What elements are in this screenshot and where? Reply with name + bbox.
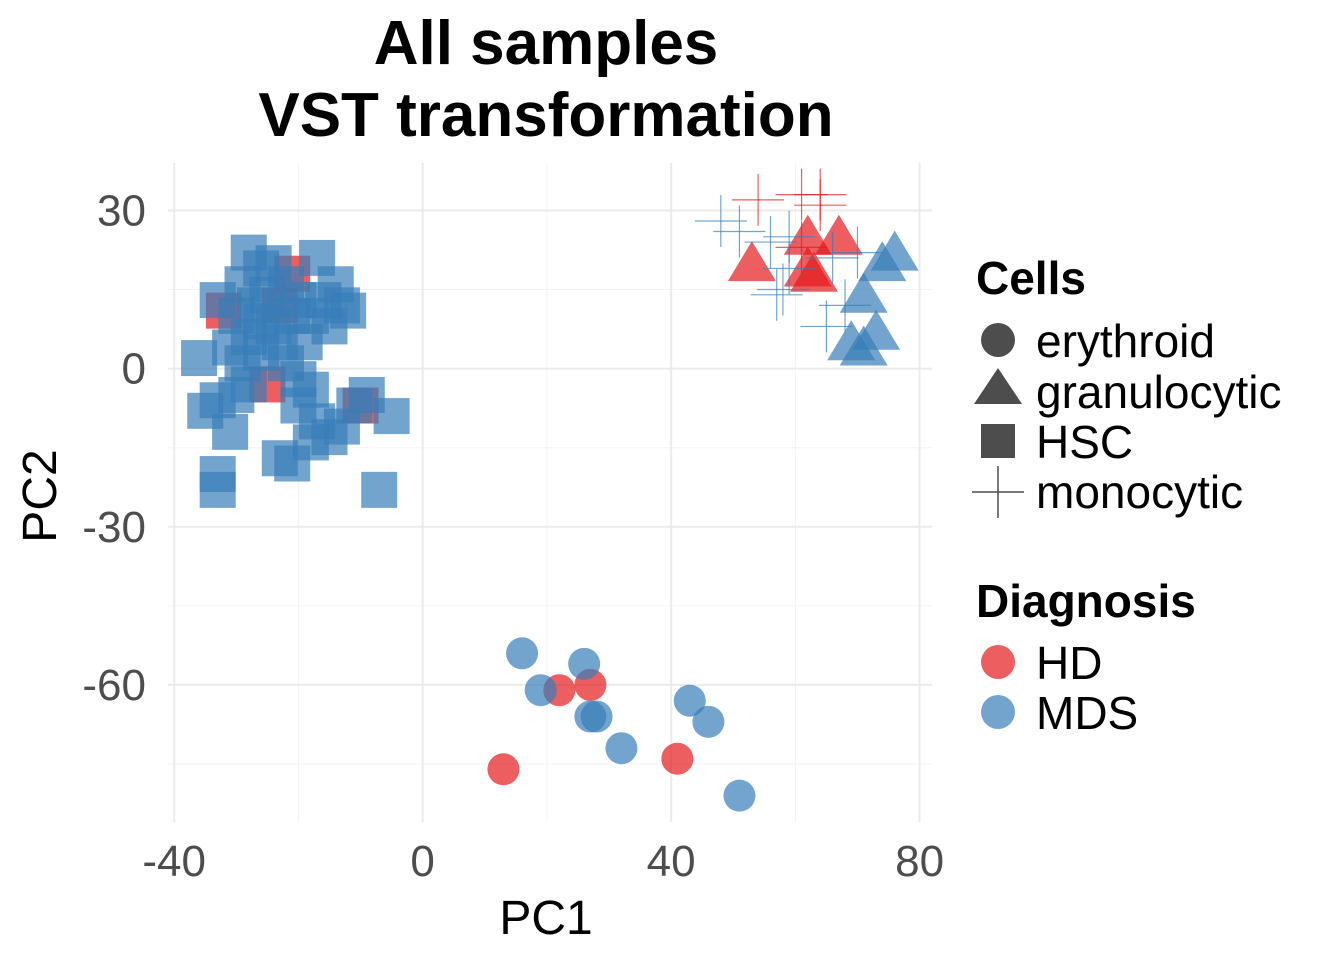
x-tick-label: 40 (647, 837, 696, 886)
y-tick-label: -60 (82, 661, 146, 710)
legend-label-granulocytic: granulocytic (1036, 366, 1281, 418)
legend-item-hd: HD (981, 637, 1102, 689)
data-point-monocytic-mds (819, 279, 872, 332)
data-point-erythroid-mds (506, 637, 539, 670)
data-point-erythroid-mds (673, 684, 706, 717)
data-point-hsc-mds (199, 471, 236, 508)
x-axis-ticks: -40 0 40 80 (142, 837, 944, 886)
data-point-monocytic-mds (806, 231, 859, 284)
data-points (181, 168, 919, 812)
data-point-granulocytic-hd (783, 214, 832, 255)
data-point-granulocytic-mds (839, 325, 888, 366)
x-axis-title: PC1 (499, 892, 592, 945)
y-axis-title: PC2 (14, 449, 67, 542)
legend-cells-title: Cells (976, 252, 1086, 304)
data-point-monocytic-mds (750, 268, 803, 321)
legend-label-hd: HD (1036, 637, 1102, 689)
data-point-erythroid-hd (487, 753, 520, 786)
data-point-granulocytic-hd (727, 241, 776, 282)
data-point-erythroid-hd (661, 742, 694, 775)
data-point-granulocytic-hd (814, 214, 863, 255)
legend-square-icon (981, 424, 1015, 458)
legend-plus-icon (972, 466, 1024, 518)
chart-title-line-1: All samples (374, 9, 719, 78)
data-point-monocytic-mds (831, 226, 884, 279)
data-point-monocytic-hd (775, 221, 828, 274)
legend-triangle-icon (974, 368, 1022, 404)
data-point-erythroid-mds (692, 705, 725, 738)
data-point-hsc-mds (255, 245, 292, 282)
legend-label-hsc: HSC (1036, 416, 1133, 468)
x-tick-label: 0 (410, 837, 434, 886)
y-tick-label: -30 (82, 503, 146, 552)
legend-item-mds: MDS (981, 687, 1138, 739)
data-point-monocytic-mds (756, 263, 809, 316)
chart-title: All samples VST transformation (258, 9, 833, 150)
legend-item-granulocytic: granulocytic (974, 366, 1281, 418)
y-tick-label: 30 (97, 186, 146, 235)
data-point-hsc-mds (280, 282, 317, 319)
legend: Cells erythroid granulocytic HSC monocyt… (972, 252, 1281, 739)
data-point-hsc-mds (361, 471, 398, 508)
legend-label-erythroid: erythroid (1036, 315, 1215, 367)
legend-circle-icon (981, 323, 1015, 357)
data-point-granulocytic-hd (789, 251, 838, 292)
data-point-erythroid-mds (524, 674, 557, 707)
legend-label-mds: MDS (1036, 687, 1138, 739)
data-point-hsc-mds (181, 340, 218, 377)
legend-mds-swatch-icon (981, 695, 1015, 729)
data-point-monocytic-mds (694, 194, 747, 247)
data-point-monocytic-hd (794, 179, 847, 232)
data-point-monocytic-mds (744, 216, 797, 269)
x-tick-label: 80 (895, 837, 944, 886)
data-point-hsc-mds (274, 445, 311, 482)
data-point-granulocytic-mds (839, 272, 888, 313)
legend-item-erythroid: erythroid (981, 315, 1215, 367)
data-point-erythroid-mds (580, 700, 613, 733)
data-point-granulocytic-mds (858, 241, 907, 282)
data-point-erythroid-mds (723, 779, 756, 812)
data-point-hsc-mds (212, 413, 249, 450)
data-point-monocytic-mds (713, 205, 766, 258)
y-tick-label: 0 (122, 345, 146, 394)
data-point-hsc-mds (230, 366, 267, 403)
y-axis-ticks: 30 0 -30 -60 (82, 186, 146, 709)
legend-item-monocytic: monocytic (972, 466, 1243, 518)
data-point-hsc-mds (199, 282, 236, 319)
x-tick-label: -40 (142, 837, 206, 886)
data-point-erythroid-mds (605, 732, 638, 765)
legend-item-hsc: HSC (981, 416, 1133, 468)
chart-title-line-2: VST transformation (258, 81, 833, 150)
data-point-monocytic-mds (800, 300, 853, 353)
data-point-monocytic-mds (763, 242, 816, 295)
data-point-hsc-mds (330, 292, 367, 329)
data-point-monocytic-hd (732, 173, 785, 226)
data-point-erythroid-mds (568, 647, 601, 680)
legend-diagnosis-title: Diagnosis (976, 575, 1196, 627)
legend-hd-swatch-icon (981, 645, 1015, 679)
data-point-hsc-mds (243, 303, 280, 340)
data-point-hsc-mds (373, 398, 410, 435)
legend-label-monocytic: monocytic (1036, 466, 1243, 518)
